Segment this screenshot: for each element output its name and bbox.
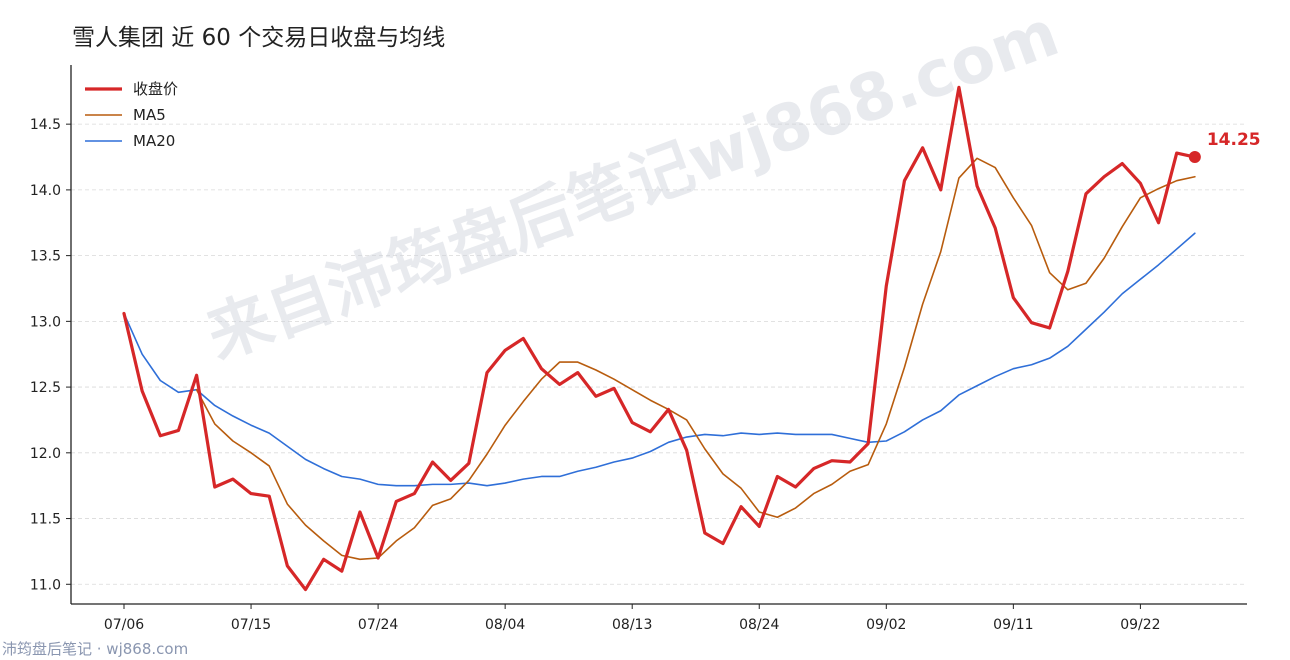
y-tick-label: 11.0 bbox=[30, 577, 61, 593]
series-line-close bbox=[122, 85, 1197, 592]
series-line-ma5 bbox=[195, 157, 1196, 561]
x-tick-label: 08/24 bbox=[739, 617, 779, 633]
x-tick-label: 09/22 bbox=[1120, 617, 1160, 633]
y-tick-label: 11.5 bbox=[30, 512, 61, 528]
legend-label: 收盘价 bbox=[133, 80, 178, 98]
x-tick-label: 09/11 bbox=[993, 617, 1033, 633]
y-tick-label: 13.5 bbox=[30, 249, 61, 265]
x-tick-label: 08/04 bbox=[485, 617, 525, 633]
y-tick-label: 12.0 bbox=[30, 446, 61, 462]
legend: 收盘价 MA5 MA20 bbox=[85, 80, 178, 150]
last-point-dot bbox=[1188, 151, 1201, 164]
legend-label: MA5 bbox=[133, 106, 166, 124]
last-point-label: 14.25 bbox=[1207, 130, 1261, 150]
x-tick-label: 07/24 bbox=[358, 617, 398, 633]
legend-label: MA20 bbox=[133, 132, 175, 150]
watermark-center: 来自沛筠盘后笔记wj868.com bbox=[198, 0, 1069, 374]
y-ticks: 11.0 11.5 12.0 12.5 13.0 13.5 14.0 14.5 bbox=[30, 117, 71, 593]
series-layer bbox=[122, 85, 1197, 592]
last-point-marker: 14.25 bbox=[1188, 130, 1261, 164]
series-line-ma20 bbox=[123, 232, 1196, 487]
x-tick-label: 08/13 bbox=[612, 617, 652, 633]
grid-lines bbox=[71, 123, 1247, 585]
axes bbox=[70, 65, 1247, 605]
x-ticks: 07/06 07/15 07/24 08/04 08/13 08/24 09/02 09/11… bbox=[104, 604, 1161, 633]
chart-title: 雪人集团 近 60 个交易日收盘与均线 bbox=[72, 25, 445, 51]
y-tick-label: 12.5 bbox=[30, 380, 61, 396]
x-tick-label: 09/02 bbox=[866, 617, 906, 633]
y-tick-label: 13.0 bbox=[30, 314, 61, 330]
y-tick-label: 14.5 bbox=[30, 117, 61, 133]
x-tick-label: 07/06 bbox=[104, 617, 144, 633]
watermark-footer: 沛筠盘后笔记 · wj868.com bbox=[2, 640, 188, 658]
y-tick-label: 14.0 bbox=[30, 183, 61, 199]
x-tick-label: 07/15 bbox=[231, 617, 271, 633]
